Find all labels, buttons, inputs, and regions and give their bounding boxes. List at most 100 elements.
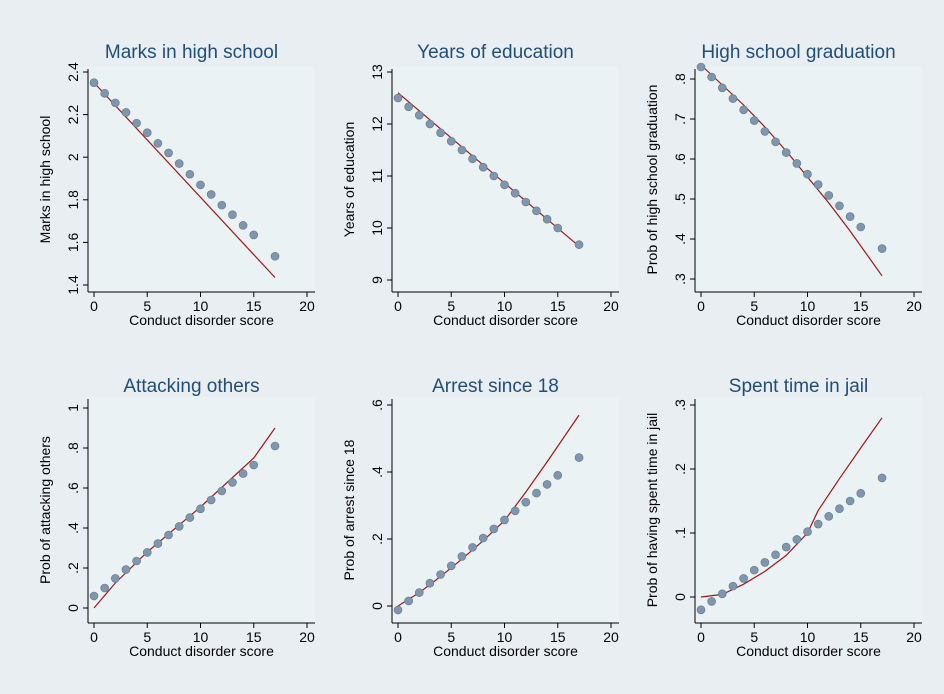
y-tick-label: 0 <box>369 602 385 610</box>
data-point <box>489 524 499 534</box>
data-point <box>414 588 424 597</box>
x-tick-label: 10 <box>497 629 513 645</box>
y-tick-label: .3 <box>672 273 688 285</box>
x-axis-label: Conduct disorder score <box>736 312 881 328</box>
data-point <box>696 62 706 72</box>
y-tick-label: .4 <box>65 522 81 534</box>
x-axis-label: Conduct disorder score <box>129 643 274 659</box>
y-tick-label: .2 <box>369 533 385 545</box>
x-tick-label: 5 <box>143 629 151 645</box>
y-tick-label: .3 <box>672 399 688 411</box>
data-point <box>478 533 488 543</box>
data-point <box>707 72 716 82</box>
data-point <box>153 139 163 148</box>
data-point <box>238 469 248 478</box>
y-tick-label: .2 <box>672 463 688 475</box>
y-tick-label: 1.6 <box>65 232 81 252</box>
data-point <box>414 110 424 120</box>
data-point <box>132 118 141 128</box>
y-tick-label: .1 <box>672 527 688 539</box>
data-point <box>739 105 748 115</box>
plot-region <box>392 397 619 623</box>
x-axis-label: Conduct disorder score <box>433 643 578 659</box>
data-point <box>542 214 552 224</box>
data-point <box>835 201 844 211</box>
y-tick-label: .5 <box>672 193 688 205</box>
data-point <box>206 495 216 505</box>
y-tick-label: 9 <box>369 276 385 284</box>
x-tick-label: 15 <box>246 629 262 645</box>
plot-region <box>695 397 922 623</box>
data-point <box>174 159 184 168</box>
y-tick-label: .7 <box>672 113 688 125</box>
y-axis-label: Years of education <box>341 122 357 237</box>
data-point <box>228 210 237 220</box>
y-axis-label: Prob of arrest since 18 <box>341 439 357 580</box>
x-tick-label: 5 <box>750 629 758 645</box>
data-point <box>760 127 770 136</box>
x-tick-label: 15 <box>853 298 869 314</box>
data-point <box>813 180 823 189</box>
x-tick-label: 20 <box>299 629 315 645</box>
y-tick-label: .8 <box>65 442 81 454</box>
data-point <box>532 206 541 216</box>
x-tick-label: 5 <box>750 298 758 314</box>
data-point <box>238 221 248 230</box>
y-tick-label: .6 <box>65 482 81 494</box>
x-tick-label: 0 <box>394 629 402 645</box>
panel-2: Years of education 0 5 10 15 20 Conduct disord… <box>341 42 619 328</box>
y-axis-label: Marks in high school <box>37 116 53 244</box>
y-tick-label: 2 <box>65 153 81 161</box>
panel-4: Attacking others 0 5 10 15 20 Conduct disorder… <box>37 376 315 659</box>
data-point <box>153 539 163 548</box>
data-point <box>728 94 738 103</box>
x-axis-label: Conduct disorder score <box>433 312 578 328</box>
panel-1: Marks in high school 0 5 10 15 20 Conduct diso… <box>37 42 315 328</box>
y-tick-label: .4 <box>369 466 385 478</box>
data-point <box>532 488 541 498</box>
data-point <box>185 169 195 179</box>
data-point <box>121 565 131 574</box>
data-point <box>404 102 413 112</box>
data-point <box>185 513 195 522</box>
data-point <box>500 515 509 525</box>
data-point <box>489 171 499 181</box>
y-tick-label: 2.2 <box>65 105 81 125</box>
data-point <box>446 136 456 146</box>
x-tick-label: 5 <box>143 298 151 314</box>
x-tick-label: 15 <box>550 298 566 314</box>
y-axis-label: Prob of attacking others <box>37 436 53 584</box>
data-point <box>739 574 748 583</box>
data-point <box>803 527 812 537</box>
data-point <box>142 548 152 557</box>
x-tick-label: 0 <box>697 298 705 314</box>
y-tick-label: 0 <box>672 593 688 601</box>
data-point <box>707 597 716 606</box>
x-tick-label: 10 <box>193 629 209 645</box>
data-point <box>404 596 413 606</box>
data-point <box>217 200 227 210</box>
data-point <box>760 558 770 567</box>
x-tick-label: 20 <box>603 629 619 645</box>
chart-title: Arrest since 18 <box>432 376 559 397</box>
chart-title: Attacking others <box>123 376 259 397</box>
data-point <box>835 504 844 513</box>
x-tick-label: 15 <box>550 629 566 645</box>
data-point <box>457 145 467 155</box>
x-tick-label: 0 <box>697 629 705 645</box>
data-point <box>478 162 488 172</box>
y-tick-label: 0 <box>65 604 81 612</box>
data-point <box>749 565 759 575</box>
data-point <box>217 486 227 496</box>
y-tick-label: .6 <box>672 153 688 165</box>
data-point <box>574 453 584 462</box>
data-point <box>111 98 120 108</box>
data-point <box>457 552 467 561</box>
data-point <box>824 191 834 200</box>
data-point <box>111 574 120 583</box>
y-tick-label: .4 <box>672 233 688 245</box>
data-point <box>856 222 866 232</box>
x-tick-label: 15 <box>246 298 262 314</box>
y-axis-label: Prob of high school graduation <box>644 85 660 275</box>
y-tick-label: .8 <box>672 73 688 85</box>
